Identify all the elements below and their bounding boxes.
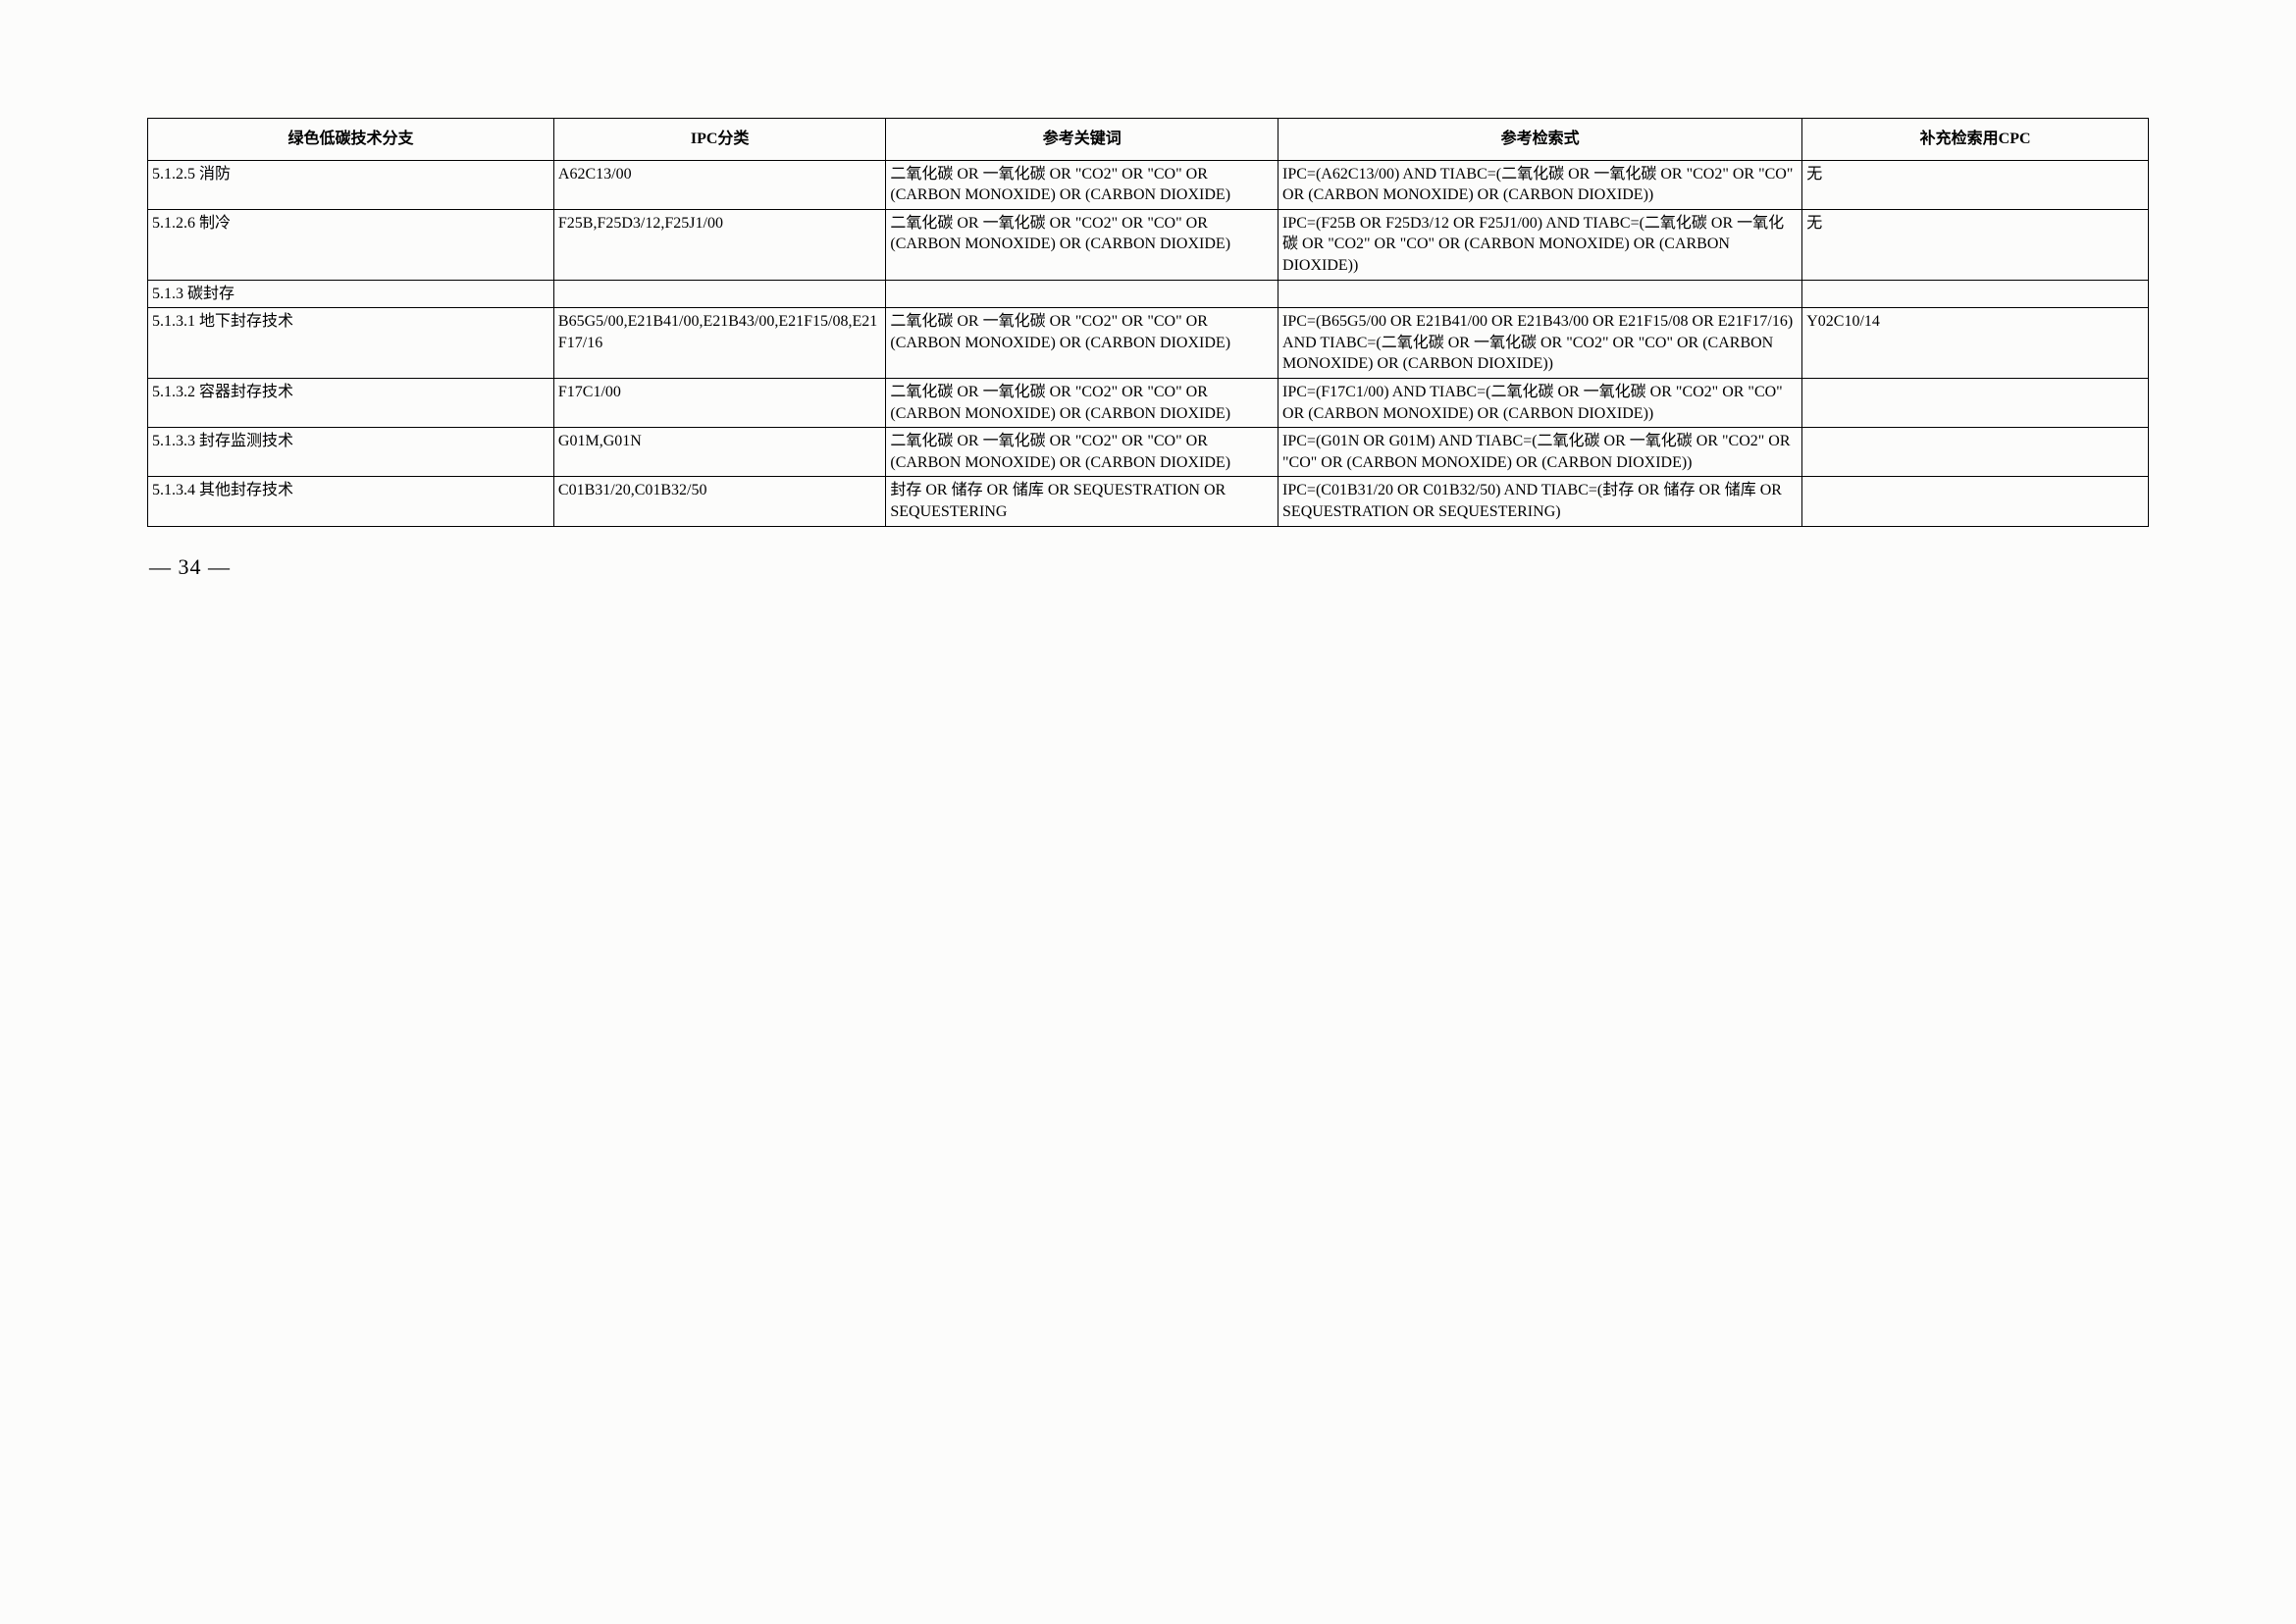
- table-row: 5.1.3.3 封存监测技术 G01M,G01N 二氧化碳 OR 一氧化碳 OR…: [148, 428, 2149, 477]
- cell-ipc: A62C13/00: [553, 160, 885, 209]
- cell-keywords: 二氧化碳 OR 一氧化碳 OR "CO2" OR "CO" OR (CARBON…: [886, 428, 1278, 477]
- cell-keywords: [886, 280, 1278, 308]
- cell-keywords: 二氧化碳 OR 一氧化碳 OR "CO2" OR "CO" OR (CARBON…: [886, 160, 1278, 209]
- table-row: 5.1.3.4 其他封存技术 C01B31/20,C01B32/50 封存 OR…: [148, 477, 2149, 526]
- table-row: 5.1.3.1 地下封存技术 B65G5/00,E21B41/00,E21B43…: [148, 308, 2149, 379]
- cell-cpc: [1802, 428, 2149, 477]
- cell-ipc: F25B,F25D3/12,F25J1/00: [553, 209, 885, 280]
- cell-keywords: 二氧化碳 OR 一氧化碳 OR "CO2" OR "CO" OR (CARBON…: [886, 308, 1278, 379]
- cell-ipc: B65G5/00,E21B41/00,E21B43/00,E21F15/08,E…: [553, 308, 885, 379]
- cell-branch: 5.1.3.4 其他封存技术: [148, 477, 554, 526]
- cell-query: [1278, 280, 1802, 308]
- document-page: 绿色低碳技术分支 IPC分类 参考关键词 参考检索式 补充检索用CPC 5.1.…: [147, 118, 2149, 580]
- col-header-branch: 绿色低碳技术分支: [148, 119, 554, 161]
- col-header-keywords: 参考关键词: [886, 119, 1278, 161]
- cell-ipc: [553, 280, 885, 308]
- cell-query: IPC=(F25B OR F25D3/12 OR F25J1/00) AND T…: [1278, 209, 1802, 280]
- cell-query: IPC=(B65G5/00 OR E21B41/00 OR E21B43/00 …: [1278, 308, 1802, 379]
- cell-ipc: C01B31/20,C01B32/50: [553, 477, 885, 526]
- cell-cpc: [1802, 378, 2149, 427]
- page-number: — 34 —: [147, 554, 2149, 580]
- cell-keywords: 封存 OR 储存 OR 储库 OR SEQUESTRATION OR SEQUE…: [886, 477, 1278, 526]
- cell-cpc: Y02C10/14: [1802, 308, 2149, 379]
- table-row: 5.1.2.6 制冷 F25B,F25D3/12,F25J1/00 二氧化碳 O…: [148, 209, 2149, 280]
- cell-ipc: G01M,G01N: [553, 428, 885, 477]
- table-row: 5.1.3.2 容器封存技术 F17C1/00 二氧化碳 OR 一氧化碳 OR …: [148, 378, 2149, 427]
- cell-branch: 5.1.3.1 地下封存技术: [148, 308, 554, 379]
- cell-branch: 5.1.2.5 消防: [148, 160, 554, 209]
- cell-cpc: [1802, 477, 2149, 526]
- cell-keywords: 二氧化碳 OR 一氧化碳 OR "CO2" OR "CO" OR (CARBON…: [886, 378, 1278, 427]
- cell-branch: 5.1.3.2 容器封存技术: [148, 378, 554, 427]
- cell-ipc: F17C1/00: [553, 378, 885, 427]
- table-row: 5.1.3 碳封存: [148, 280, 2149, 308]
- cell-query: IPC=(G01N OR G01M) AND TIABC=(二氧化碳 OR 一氧…: [1278, 428, 1802, 477]
- table-row: 5.1.2.5 消防 A62C13/00 二氧化碳 OR 一氧化碳 OR "CO…: [148, 160, 2149, 209]
- cell-cpc: 无: [1802, 209, 2149, 280]
- cell-keywords: 二氧化碳 OR 一氧化碳 OR "CO2" OR "CO" OR (CARBON…: [886, 209, 1278, 280]
- col-header-query: 参考检索式: [1278, 119, 1802, 161]
- cell-query: IPC=(A62C13/00) AND TIABC=(二氧化碳 OR 一氧化碳 …: [1278, 160, 1802, 209]
- cell-branch: 5.1.2.6 制冷: [148, 209, 554, 280]
- col-header-cpc: 补充检索用CPC: [1802, 119, 2149, 161]
- cell-cpc: [1802, 280, 2149, 308]
- cell-cpc: 无: [1802, 160, 2149, 209]
- classification-table: 绿色低碳技术分支 IPC分类 参考关键词 参考检索式 补充检索用CPC 5.1.…: [147, 118, 2149, 527]
- cell-branch: 5.1.3.3 封存监测技术: [148, 428, 554, 477]
- cell-branch: 5.1.3 碳封存: [148, 280, 554, 308]
- cell-query: IPC=(C01B31/20 OR C01B32/50) AND TIABC=(…: [1278, 477, 1802, 526]
- table-body: 5.1.2.5 消防 A62C13/00 二氧化碳 OR 一氧化碳 OR "CO…: [148, 160, 2149, 526]
- table-header-row: 绿色低碳技术分支 IPC分类 参考关键词 参考检索式 补充检索用CPC: [148, 119, 2149, 161]
- cell-query: IPC=(F17C1/00) AND TIABC=(二氧化碳 OR 一氧化碳 O…: [1278, 378, 1802, 427]
- col-header-ipc: IPC分类: [553, 119, 885, 161]
